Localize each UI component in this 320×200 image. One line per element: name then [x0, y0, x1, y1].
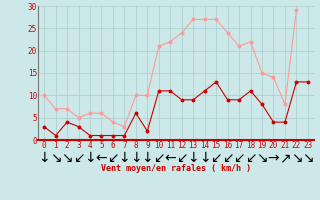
X-axis label: Vent moyen/en rafales ( km/h ): Vent moyen/en rafales ( km/h )	[101, 164, 251, 173]
